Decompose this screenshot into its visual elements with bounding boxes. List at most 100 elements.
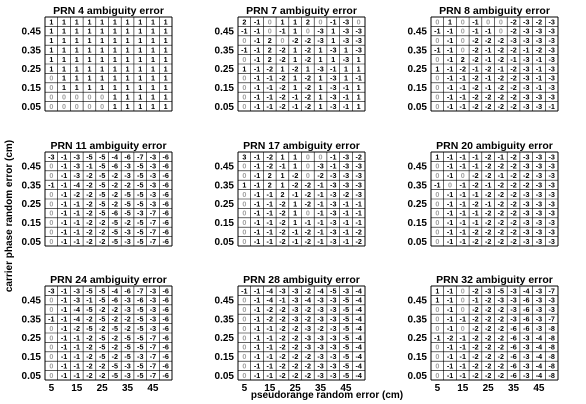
cell-value: -4 xyxy=(355,371,361,380)
cell-value: -5 xyxy=(343,324,349,333)
cell-value: -7 xyxy=(150,228,156,237)
cell-value: -3 xyxy=(150,152,156,161)
cell-value: 1 xyxy=(151,36,155,45)
cell-value: 0 xyxy=(435,36,439,45)
cell-value: -5 xyxy=(99,171,105,180)
cell-value: 0 xyxy=(49,352,53,361)
cell-value: -3 xyxy=(548,228,554,237)
cell-value: -3 xyxy=(523,343,529,352)
cell-value: -4 xyxy=(355,324,361,333)
cell-value: -1 xyxy=(343,209,349,218)
cell-value: 0 xyxy=(461,171,465,180)
cell-value: 1 xyxy=(126,27,130,36)
cell-value: 1 xyxy=(344,74,348,83)
cell-value: -2 xyxy=(510,74,516,83)
cell-value: -5 xyxy=(343,352,349,361)
cell-value: 1 xyxy=(293,218,297,227)
cell-value: -6 xyxy=(523,315,529,324)
cell-value: 2 xyxy=(306,17,310,26)
cell-value: 1 xyxy=(75,36,79,45)
cell-value: 1 xyxy=(435,286,439,295)
cell-value: -2 xyxy=(485,64,491,73)
cell-value: 0 xyxy=(461,305,465,314)
cell-value: -3 xyxy=(150,305,156,314)
cell-value: -5 xyxy=(137,315,143,324)
cell-value: -2 xyxy=(485,209,491,218)
cell-value: -6 xyxy=(162,171,168,180)
cell-value: 1 xyxy=(435,296,439,305)
cell-value: 0 xyxy=(49,83,53,92)
cell-value: -3 xyxy=(317,162,323,171)
cell-value: -3 xyxy=(523,362,529,371)
cell-value: 1 xyxy=(151,27,155,36)
cell-value: 1 xyxy=(242,181,246,190)
cell-value: -2 xyxy=(279,333,285,342)
cell-value: -2 xyxy=(472,315,478,324)
cell-value: 1 xyxy=(87,83,91,92)
cell-value: -2 xyxy=(510,27,516,36)
cell-value: -5 xyxy=(137,162,143,171)
cell-value: -4 xyxy=(355,362,361,371)
cell-value: -5 xyxy=(112,218,118,227)
cell-value: 1 xyxy=(75,46,79,55)
cell-value: -6 xyxy=(112,162,118,171)
cell-value: -2 xyxy=(305,190,311,199)
cell-value: -2 xyxy=(279,362,285,371)
cell-value: -1 xyxy=(61,305,67,314)
cell-value: -2 xyxy=(99,305,105,314)
x-tick-label: 35 xyxy=(315,383,327,394)
cell-value: -2 xyxy=(305,181,311,190)
cell-value: -2 xyxy=(305,36,311,45)
cell-value: -1 xyxy=(61,199,67,208)
cell-value: 0 xyxy=(49,333,53,342)
y-tick-label: 0.05 xyxy=(408,102,428,113)
cell-value: 0 xyxy=(75,93,79,102)
cell-value: -2 xyxy=(472,199,478,208)
cell-value: -2 xyxy=(472,371,478,380)
y-tick-label: 0.25 xyxy=(22,199,42,210)
cell-value: 0 xyxy=(100,102,104,111)
cell-value: -6 xyxy=(162,237,168,246)
cell-value: -5 xyxy=(137,333,143,342)
cell-value: -3 xyxy=(124,228,130,237)
cell-value: 1 xyxy=(357,102,361,111)
cell-value: -1 xyxy=(460,181,466,190)
cell-value: -3 xyxy=(510,315,516,324)
cell-value: 1 xyxy=(164,46,168,55)
cell-value: -1 xyxy=(267,352,273,361)
cell-value: -1 xyxy=(498,64,504,73)
cell-value: -1 xyxy=(548,102,554,111)
cell-value: -6 xyxy=(510,371,516,380)
cell-value: -1 xyxy=(317,199,323,208)
cell-value: -5 xyxy=(99,315,105,324)
cell-value: -2 xyxy=(510,102,516,111)
cell-value: -4 xyxy=(355,305,361,314)
cell-value: -7 xyxy=(150,352,156,361)
cell-value: 1 xyxy=(293,162,297,171)
cell-value: -6 xyxy=(523,305,529,314)
cell-value: -2 xyxy=(267,64,273,73)
cell-value: 1 xyxy=(319,74,323,83)
cell-value: -3 xyxy=(523,27,529,36)
cell-value: -1 xyxy=(523,46,529,55)
cell-value: -3 xyxy=(317,371,323,380)
cell-value: -4 xyxy=(112,286,118,295)
cell-value: 1 xyxy=(49,64,53,73)
cell-value: -3 xyxy=(548,199,554,208)
cell-value: -3 xyxy=(485,286,491,295)
cell-value: -1 xyxy=(267,228,273,237)
cell-value: -3 xyxy=(150,162,156,171)
cell-value: -7 xyxy=(150,343,156,352)
cell-value: -2 xyxy=(267,152,273,161)
cell-value: -2 xyxy=(279,46,285,55)
cell-value: 1 xyxy=(49,46,53,55)
cell-value: -4 xyxy=(317,286,323,295)
cell-value: -5 xyxy=(343,333,349,342)
cell-value: -1 xyxy=(447,343,453,352)
cell-value: 1 xyxy=(138,102,142,111)
cell-value: -3 xyxy=(343,171,349,180)
cell-value: -3 xyxy=(343,181,349,190)
cell-value: 1 xyxy=(280,181,284,190)
cell-value: -1 xyxy=(254,324,260,333)
cell-value: -3 xyxy=(330,324,336,333)
